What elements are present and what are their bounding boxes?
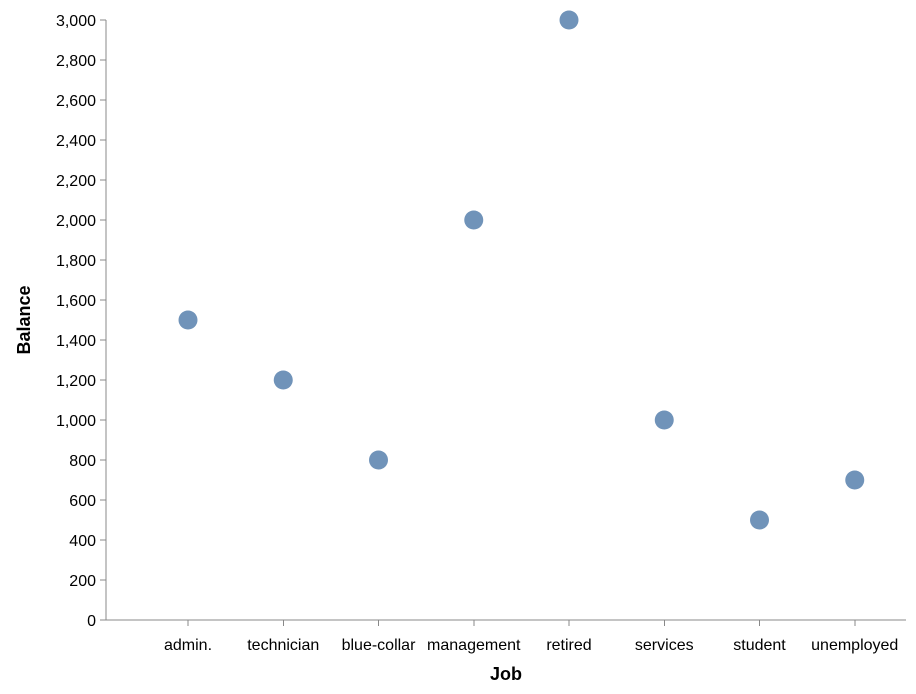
x-tick-label: technician	[247, 637, 319, 654]
y-tick-label: 1,000	[56, 413, 96, 430]
y-tick-label: 1,200	[56, 373, 96, 390]
y-tick-label: 1,400	[56, 333, 96, 350]
data-point	[178, 310, 198, 330]
y-tick-label: 2,400	[56, 133, 96, 150]
data-point	[559, 10, 579, 30]
y-tick-label: 2,800	[56, 53, 96, 70]
x-tick-label: admin.	[164, 637, 212, 654]
x-tick-label: services	[635, 637, 694, 654]
y-tick-label: 2,000	[56, 213, 96, 230]
x-tick-label: management	[427, 637, 521, 654]
y-tick-label: 200	[69, 573, 96, 590]
y-tick-label: 600	[69, 493, 96, 510]
x-tick-label: unemployed	[811, 637, 898, 654]
data-point	[750, 510, 769, 530]
y-tick-label: 800	[69, 453, 96, 470]
y-tick-label: 3,000	[56, 13, 96, 30]
x-tick-label: retired	[546, 637, 591, 654]
data-point	[845, 470, 865, 490]
y-tick-label: 0	[87, 613, 96, 630]
data-points	[178, 10, 865, 530]
y-tick-label: 1,600	[56, 293, 96, 310]
x-tick-label: blue-collar	[342, 637, 416, 654]
x-axis-title: Job	[490, 664, 522, 684]
data-point	[464, 210, 484, 230]
data-point	[273, 370, 293, 390]
data-point	[654, 410, 674, 430]
y-tick-label: 1,800	[56, 253, 96, 270]
y-tick-label: 2,600	[56, 93, 96, 110]
y-axis: 0 200 400 600 800 1,000 1,200 1,400 1,600 1,800 2,…	[56, 13, 107, 630]
x-tick-label: student	[733, 637, 786, 654]
data-point	[369, 450, 388, 470]
y-tick-label: 400	[69, 533, 96, 550]
y-axis-title: Balance	[14, 285, 34, 354]
y-tick-label: 2,200	[56, 173, 96, 190]
x-axis: admin. technician blue-collar management ret…	[106, 619, 906, 654]
